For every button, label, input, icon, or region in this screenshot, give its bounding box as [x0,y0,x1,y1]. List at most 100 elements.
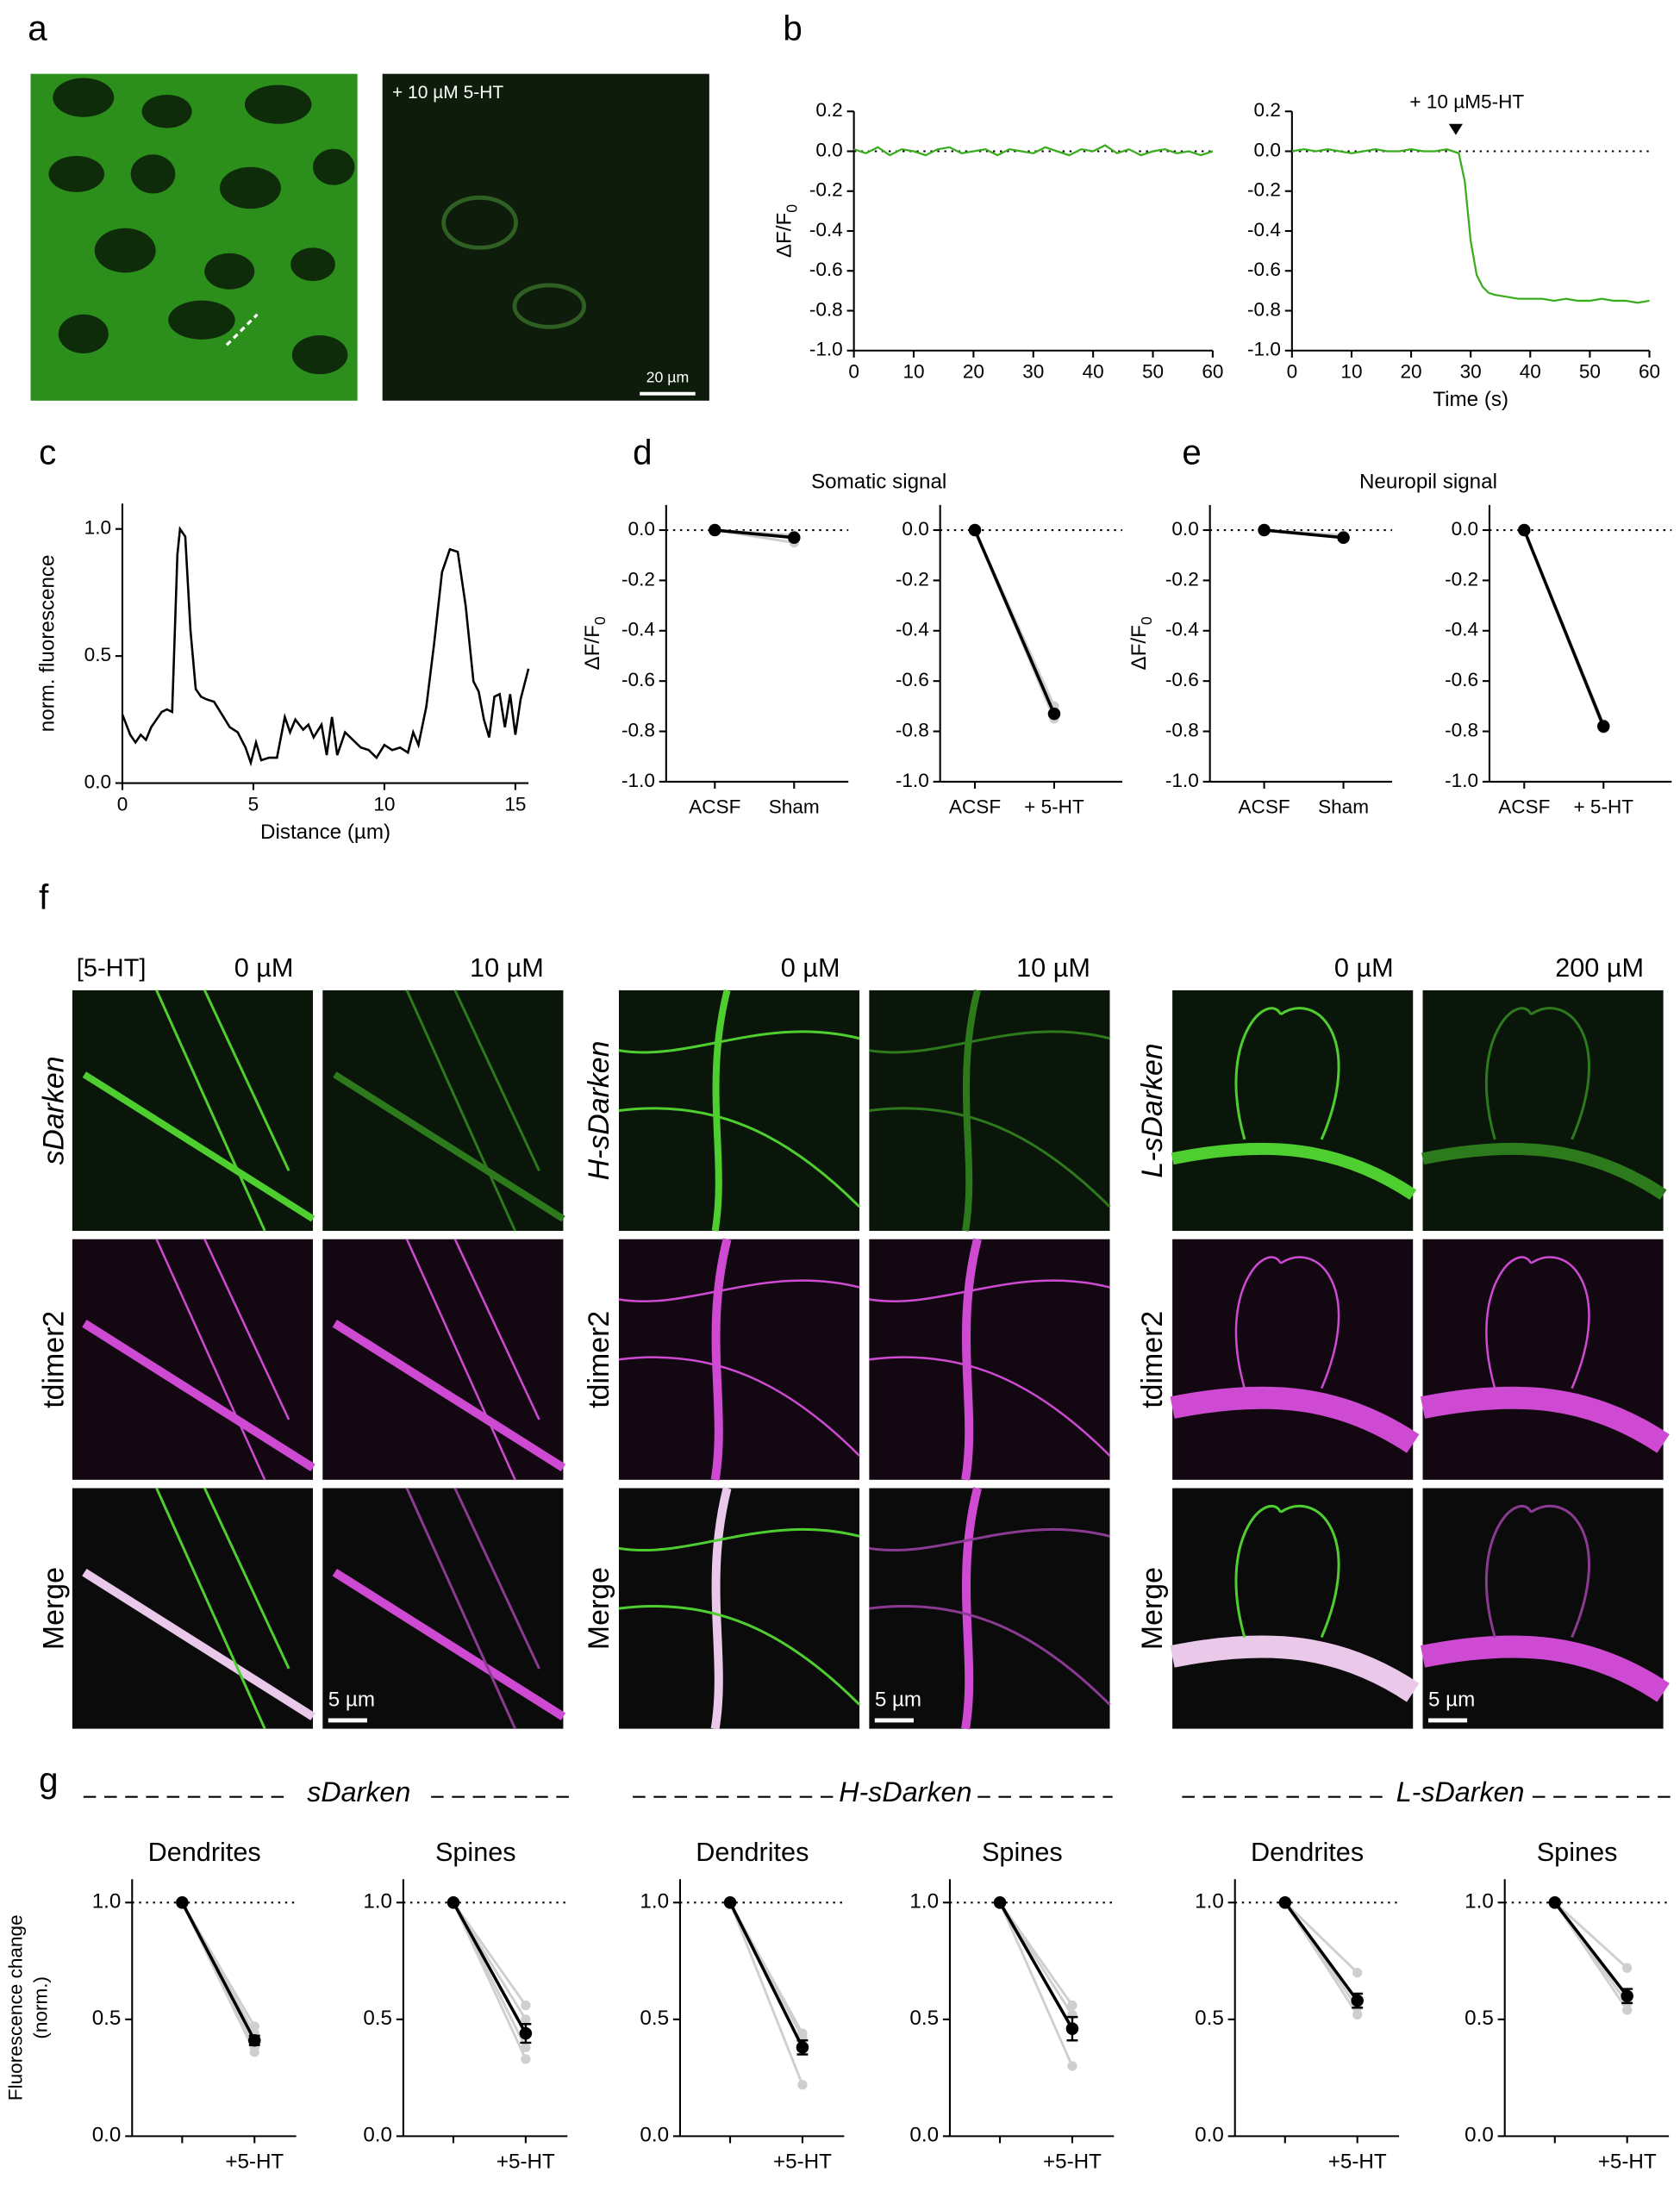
mean-line [715,528,795,540]
y-tick-label: -1.0 [1165,770,1199,791]
micrograph [1422,989,1664,1232]
annotation: + 10 µM5-HT [1409,91,1524,113]
y-tick-label: -0.4 [621,619,655,640]
x-tick-label: Sham [1318,796,1369,818]
mean-point [447,1896,460,1909]
y-axis-label-sub: 0 [1138,616,1155,625]
mean-point [1258,523,1271,537]
faint-cells [441,195,587,329]
y-tick-label: 0.0 [1195,2124,1224,2147]
y-tick-label: -1.0 [809,339,843,360]
x-tick-label: +5-HT [497,2150,555,2173]
dendrite [84,1075,313,1219]
x-tick-label: 30 [1460,361,1482,383]
header-label: [5-HT] [77,954,147,982]
dendrite [407,1239,540,1480]
panel-label: b [783,8,802,47]
individual-point [1622,2005,1633,2015]
row-label: H-sDarken [583,1041,615,1181]
y-tick-label: 0.0 [92,2124,122,2147]
data-line [853,144,1214,157]
column-label: 10 µM [1016,953,1090,983]
dendrite [407,990,540,1231]
individual-point [1067,2000,1077,2011]
data-line [1291,148,1650,304]
y-tick-label: 0.0 [909,2124,939,2147]
group-title: H-sDarken [839,1776,971,1807]
x-tick-label: 50 [1142,361,1164,383]
scale-bar-label: 5 µm [1428,1689,1475,1712]
y-axis-label: Fluorescence change [4,1914,26,2101]
dendrite [965,1239,977,1480]
group-title: sDarken [307,1776,410,1807]
mean-point [796,2041,809,2054]
annotation: + 10 µM 5-HT [392,83,503,103]
row-label: Merge [1136,1567,1169,1650]
panel-label: g [39,1760,58,1800]
micrograph [382,73,709,401]
mean-point [247,2033,261,2047]
micrograph [618,1239,860,1480]
row-label: tdimer2 [583,1311,615,1408]
dendrites [1172,1258,1413,1444]
y-axis-label-main: norm. fluorescence [36,555,59,733]
row-label: sDarken [37,1056,70,1164]
x-tick-label: 60 [1202,361,1223,383]
dendrites [869,1489,1109,1729]
x-tick-label: 5 [248,793,259,815]
micrograph [1172,1239,1414,1480]
y-tick-label: 1.0 [1465,1890,1494,1913]
dendrites [869,1239,1109,1480]
mean-line [973,529,1056,715]
x-axis-label: Time (s) [1433,388,1508,411]
micrograph [618,989,860,1232]
mean-line [1264,528,1344,540]
x-tick-label: +5-HT [1598,2150,1657,2173]
dendrite [965,1489,977,1729]
dendrites [84,1489,313,1729]
dendrite [1172,1398,1413,1444]
individual-point [521,2000,531,2011]
column-label: 0 µM [781,953,840,983]
chart-title: Dendrites [1251,1838,1364,1867]
individual-point [1622,1963,1633,1973]
panel-label: f [39,877,49,917]
y-tick-label: 0.0 [815,139,842,160]
dendrite [1236,1506,1339,1637]
mean-point [968,523,982,537]
chart-title: Spines [1537,1838,1618,1867]
y-axis-label-sub: 0 [783,204,800,213]
x-tick-label: 10 [373,793,395,815]
dendrite [334,1323,563,1467]
dendrite [334,1075,563,1219]
column-label: 10 µM [470,953,544,983]
dendrite [1236,1008,1339,1139]
x-tick-label: +5-HT [1328,2150,1387,2173]
y-tick-label: 0.0 [628,518,655,540]
y-tick-label: -0.8 [1247,298,1281,320]
dendrite [1172,1646,1413,1692]
y-tick-label: 1.0 [1195,1890,1224,1913]
x-tick-label: 0 [1287,361,1298,383]
mean-point [1597,720,1610,733]
y-tick-label: 0.5 [92,2007,122,2030]
individual-line [452,1901,528,2007]
x-tick-label: ACSF [689,796,740,818]
individual-point [797,2080,808,2090]
y-tick-label: 0.5 [84,644,111,665]
dendrite [869,1032,1109,1207]
y-tick-label: -0.6 [621,669,655,690]
chart-title: Somatic signal [811,470,946,493]
y-axis-label-sub: 0 [591,616,609,625]
y-tick-label: -0.4 [896,619,929,640]
group-title: L-sDarken [1396,1776,1525,1807]
y-tick-label: -0.2 [621,568,655,590]
y-tick-label: -0.2 [809,179,843,201]
x-tick-label: 50 [1579,361,1601,383]
dendrites [84,990,313,1231]
row-label: L-sDarken [1136,1043,1169,1177]
panel-label: c [39,432,56,471]
dendrite [965,990,977,1231]
